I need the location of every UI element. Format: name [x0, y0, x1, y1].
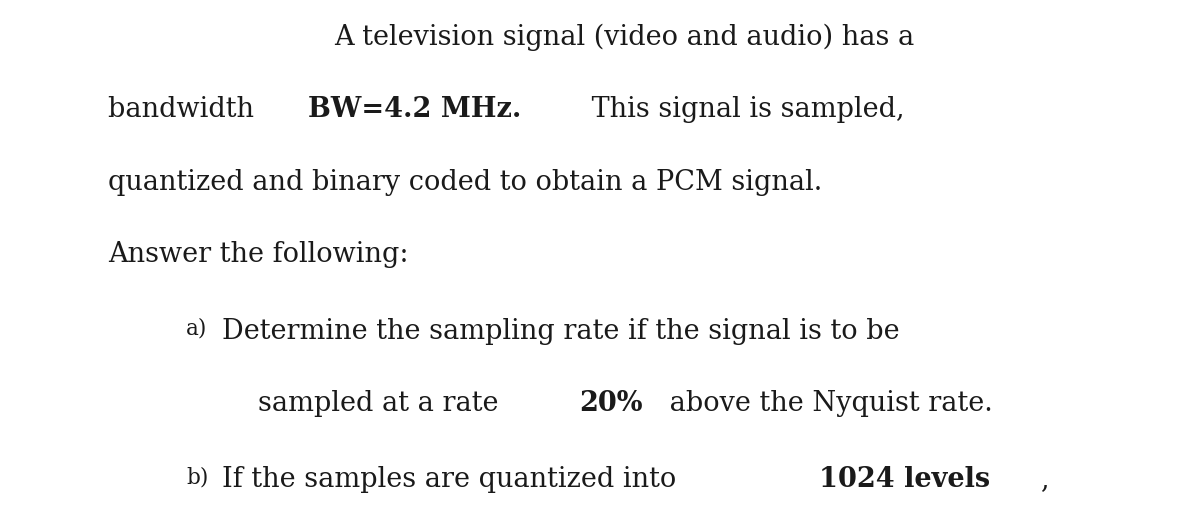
Text: This signal is sampled,: This signal is sampled, — [583, 96, 905, 123]
Text: If the samples are quantized into: If the samples are quantized into — [222, 467, 685, 493]
Text: a): a) — [186, 318, 208, 340]
Text: ,: , — [1040, 467, 1049, 493]
Text: bandwidth: bandwidth — [108, 96, 263, 123]
Text: above the Nyquist rate.: above the Nyquist rate. — [661, 390, 994, 417]
Text: Answer the following:: Answer the following: — [108, 241, 408, 268]
Text: b): b) — [186, 467, 209, 489]
Text: BW=4.2 MHz.: BW=4.2 MHz. — [307, 96, 521, 123]
Text: quantized and binary coded to obtain a PCM signal.: quantized and binary coded to obtain a P… — [108, 169, 822, 196]
Text: A television signal (video and audio) has a: A television signal (video and audio) ha… — [334, 24, 914, 51]
Text: Determine the sampling rate if the signal is to be: Determine the sampling rate if the signa… — [222, 318, 900, 345]
Text: 20%: 20% — [580, 390, 643, 417]
Text: 1024 levels: 1024 levels — [820, 467, 990, 493]
Text: sampled at a rate: sampled at a rate — [258, 390, 508, 417]
